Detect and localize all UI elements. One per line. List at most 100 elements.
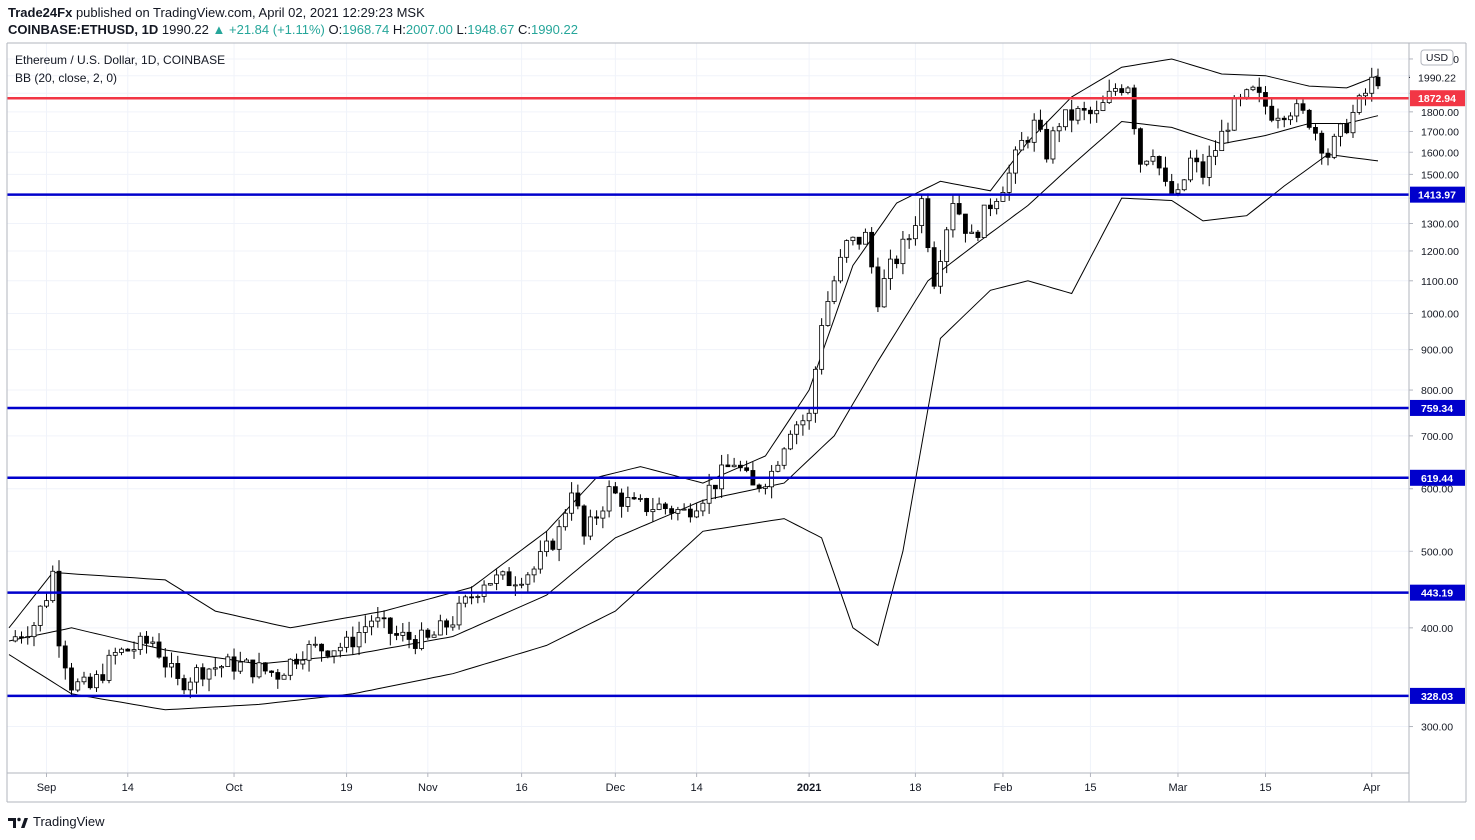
level-tag-328.03 bbox=[1410, 687, 1465, 704]
candle-up bbox=[81, 676, 87, 683]
candle-down bbox=[387, 617, 393, 634]
last-price: 1990.22 bbox=[161, 22, 209, 37]
candle-up bbox=[787, 433, 793, 450]
candle-up bbox=[969, 231, 975, 234]
candle-down bbox=[869, 231, 875, 268]
candle-up bbox=[1175, 189, 1181, 194]
candle-up bbox=[800, 420, 806, 426]
candle-up bbox=[481, 584, 487, 597]
candle-down bbox=[925, 198, 931, 249]
candle-down bbox=[69, 667, 74, 691]
candle-down bbox=[1306, 109, 1312, 128]
close-value: 1990.22 bbox=[530, 22, 578, 37]
price-tick-label: 800.00 bbox=[1421, 385, 1453, 397]
candle-up bbox=[1250, 86, 1256, 91]
candle-down bbox=[469, 596, 474, 599]
candle-up bbox=[544, 540, 549, 553]
candle-up bbox=[1331, 135, 1337, 158]
candle-up bbox=[150, 641, 156, 644]
candle-up bbox=[494, 574, 499, 584]
candle-down bbox=[1375, 76, 1381, 87]
candle-up bbox=[1213, 150, 1218, 157]
candle-down bbox=[581, 505, 587, 537]
candle-down bbox=[1319, 132, 1325, 154]
tradingview-logo[interactable]: TradingView bbox=[8, 814, 105, 829]
candle-down bbox=[612, 486, 618, 494]
candle-up bbox=[812, 368, 818, 414]
candle-up bbox=[137, 635, 143, 650]
candle-up bbox=[1075, 108, 1081, 121]
candle-down bbox=[894, 258, 900, 265]
currency-badge[interactable]: USD bbox=[1420, 49, 1454, 66]
low-label: L: bbox=[456, 22, 468, 37]
candle-down bbox=[444, 620, 449, 628]
price-tick-label: 600.00 bbox=[1421, 484, 1453, 496]
level-tag-text: 1413.97 bbox=[1418, 190, 1456, 202]
horizontal-levels[interactable] bbox=[7, 96, 1409, 698]
price-axis[interactable]: 2100.002000.001900.001800.001700.001600.… bbox=[1409, 54, 1459, 734]
candle-up bbox=[456, 602, 462, 626]
indicator-legend[interactable]: BB (20, close, 2, 0) bbox=[15, 71, 118, 85]
candle-up bbox=[44, 600, 49, 607]
candle-up bbox=[300, 659, 306, 665]
candle-up bbox=[994, 200, 1000, 210]
candle-up bbox=[844, 240, 850, 258]
candle-down bbox=[231, 656, 237, 672]
candle-up bbox=[1275, 117, 1281, 121]
level-tag-1872.94 bbox=[1410, 90, 1465, 107]
candle-down bbox=[62, 645, 68, 669]
open-value: 1968.74 bbox=[342, 22, 390, 37]
candle-down bbox=[619, 492, 625, 507]
candle-up bbox=[675, 509, 681, 514]
candle-down bbox=[394, 633, 399, 636]
candle-down bbox=[1119, 88, 1125, 93]
candle-up bbox=[863, 231, 868, 245]
candle-up bbox=[25, 636, 31, 639]
candle-down bbox=[550, 540, 556, 550]
candle-up bbox=[31, 625, 37, 638]
candle-up bbox=[1144, 160, 1150, 165]
candle-down bbox=[644, 498, 650, 513]
candle-down bbox=[963, 213, 968, 234]
candle-down bbox=[1138, 128, 1143, 165]
candle-up bbox=[225, 656, 231, 667]
candle-up bbox=[206, 668, 212, 680]
series-legend[interactable]: Ethereum / U.S. Dollar, 1D, COINBASE bbox=[15, 53, 226, 67]
candle-up bbox=[131, 649, 137, 652]
open-label: O: bbox=[328, 22, 343, 37]
candle-down bbox=[956, 203, 962, 215]
candle-up bbox=[356, 632, 362, 648]
candle-up bbox=[256, 662, 262, 678]
price-tick-label: 700.00 bbox=[1421, 431, 1453, 443]
candle-down bbox=[931, 247, 937, 287]
level-tag-text: 759.34 bbox=[1421, 403, 1453, 415]
candle-up bbox=[1125, 87, 1131, 93]
candle-down bbox=[1038, 119, 1043, 130]
candle-up bbox=[50, 570, 56, 602]
candle-up bbox=[1244, 89, 1250, 98]
candle-up bbox=[281, 674, 287, 680]
candle-up bbox=[950, 203, 956, 231]
candle-down bbox=[756, 484, 762, 489]
publish-info: Trade24Fx published on TradingView.com, … bbox=[8, 5, 425, 20]
time-tick-label: Sep bbox=[37, 782, 57, 794]
candle-down bbox=[1163, 167, 1168, 182]
close-label: C: bbox=[517, 22, 531, 37]
price-tags: 1872.94 1413.97 759.34 619.44 443.19 328.03 19… bbox=[1409, 69, 1465, 704]
price-tick-label: 1300.00 bbox=[1421, 218, 1459, 230]
candle-up bbox=[1225, 129, 1231, 132]
candle-up bbox=[312, 643, 318, 646]
candle-up bbox=[831, 280, 837, 302]
candle-up bbox=[981, 204, 987, 238]
candle-up bbox=[1094, 110, 1100, 115]
candle-up bbox=[1000, 192, 1006, 202]
candle-up bbox=[1206, 155, 1212, 178]
candle-up bbox=[806, 412, 812, 422]
candle-up bbox=[775, 464, 781, 472]
candle-up bbox=[500, 571, 506, 576]
candle-up bbox=[369, 620, 374, 628]
ohlc-line: COINBASE:ETHUSD, 1D 1990.22 ▲ +21.84 (+1… bbox=[8, 22, 578, 37]
candle-down bbox=[87, 676, 93, 689]
time-axis[interactable]: Sep 14 Oct 19 Nov 16 Dec 14 2021 18 Feb 15 Mar 15 Apr bbox=[37, 773, 1381, 794]
